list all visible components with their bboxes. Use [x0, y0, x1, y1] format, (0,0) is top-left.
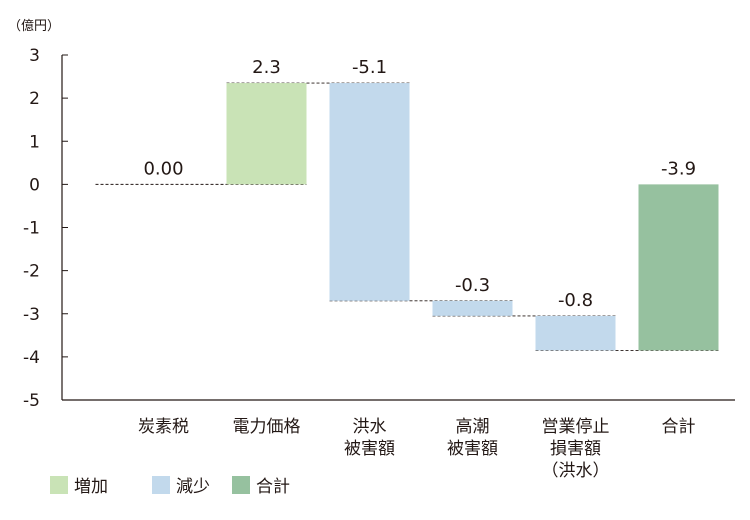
legend-label-increase: 増加: [74, 477, 108, 497]
category-label: 炭素税: [138, 417, 189, 437]
category-label: 営業停止: [542, 417, 610, 437]
bar-3: [432, 300, 513, 316]
legend-swatch-total: [232, 476, 250, 494]
category-label: 洪水: [353, 417, 387, 437]
data-label-4: -0.8: [558, 290, 593, 311]
category-label: 被害額: [344, 439, 395, 459]
legend: 増加 減少 合計: [50, 476, 290, 497]
y-tick-label: 0: [29, 175, 40, 195]
data-labels: 0.00 2.3 -5.1 -0.3 -0.8 -3.9: [143, 57, 696, 311]
legend-swatch-decrease: [152, 476, 170, 494]
category-label: 損害額: [550, 439, 601, 459]
axes: [61, 55, 735, 401]
bar-5: [638, 184, 719, 351]
y-tick-label: -4: [23, 348, 40, 368]
bars: [226, 83, 719, 351]
y-tick-label: -2: [23, 262, 40, 282]
y-tick-label: -1: [23, 219, 40, 239]
data-label-5: -3.9: [661, 158, 696, 179]
data-label-1: 2.3: [252, 57, 281, 78]
legend-label-total: 合計: [256, 477, 290, 497]
category-label: 電力価格: [233, 417, 301, 437]
data-label-3: -0.3: [455, 275, 490, 296]
data-label-2: -5.1: [352, 57, 387, 78]
category-label: 被害額: [447, 439, 498, 459]
y-tick-label: -3: [23, 305, 40, 325]
bar-1: [226, 83, 307, 185]
y-tick-label: 2: [29, 89, 40, 109]
y-tick-label: 3: [29, 46, 40, 66]
category-label: 高潮: [456, 417, 490, 437]
category-label: 合計: [662, 417, 696, 437]
legend-label-decrease: 減少: [176, 477, 210, 497]
y-tick-label: 1: [29, 132, 40, 152]
data-label-0: 0.00: [143, 158, 183, 179]
bar-4: [535, 315, 616, 351]
category-label: （洪水）: [542, 461, 610, 481]
y-axis-unit-label: （億円）: [8, 18, 60, 34]
bar-2: [329, 83, 410, 301]
legend-swatch-increase: [50, 476, 68, 494]
y-axis-ticks: 3 2 1 0 -1 -2 -3 -4 -5: [23, 46, 68, 411]
y-tick-label: -5: [23, 391, 40, 411]
